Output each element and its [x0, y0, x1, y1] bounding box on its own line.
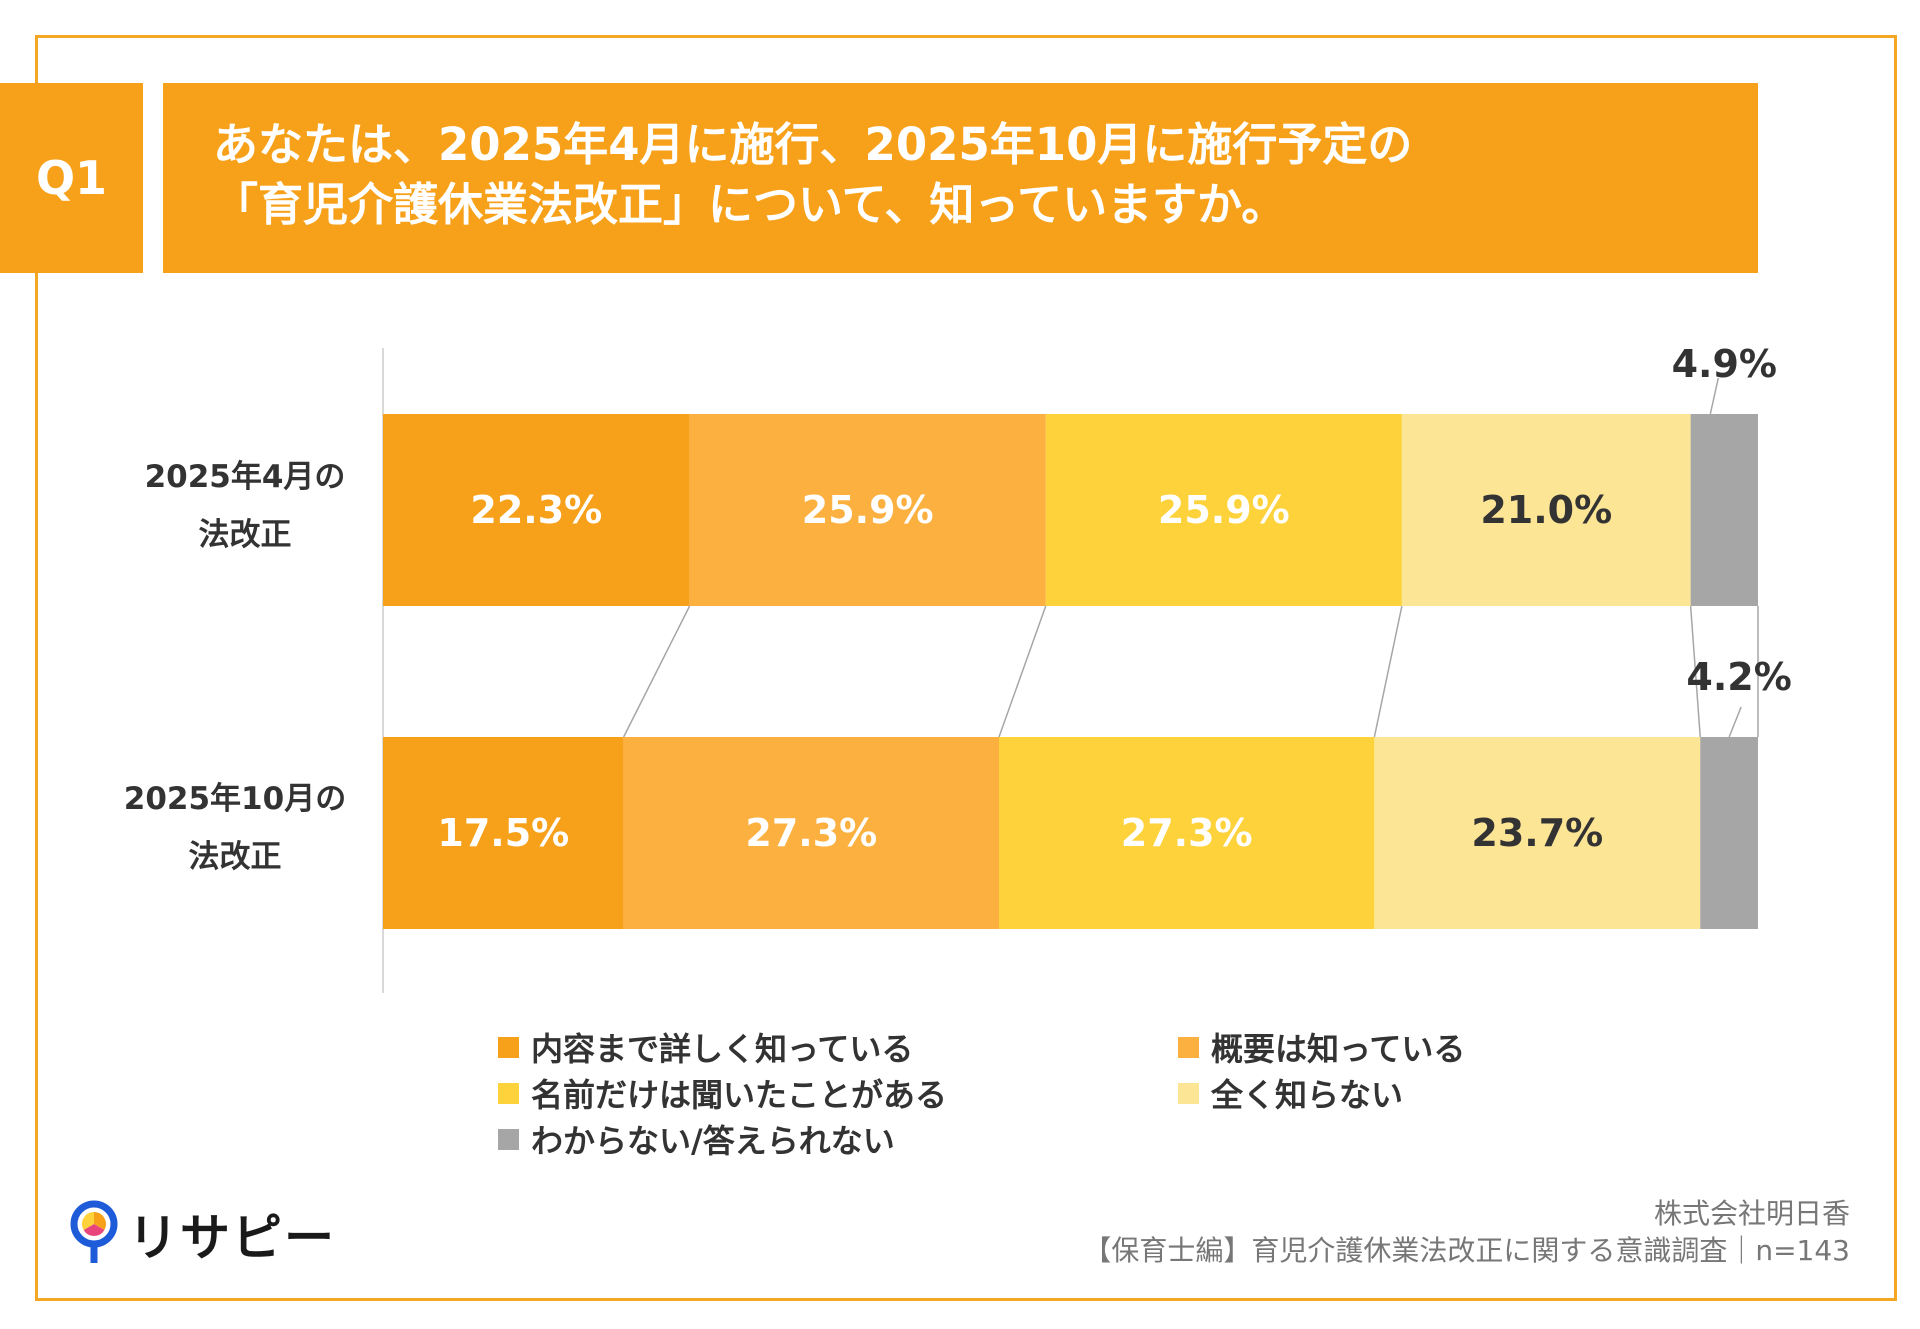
footer-source: 【保育士編】育児介護休業法改正に関する意識調査｜n=143 — [1083, 1234, 1850, 1267]
legend-swatch-3 — [1178, 1082, 1199, 1104]
question-title: あなたは、2025年4月に施行、2025年10月に施行予定の 「育児介護休業法改… — [163, 83, 1758, 273]
bar-segment-1-4 — [1700, 737, 1758, 929]
data-label-0-0: 22.3% — [470, 488, 602, 532]
category-label-1-line1: 2025年10月の — [123, 781, 347, 817]
category-label-0-line1: 2025年4月の — [144, 459, 346, 495]
chart-frame — [35, 35, 1897, 1301]
data-label-1-4: 4.2% — [1686, 655, 1791, 699]
footer-company: 株式会社明日香 — [1653, 1197, 1850, 1230]
legend-label-1: 概要は知っている — [1211, 1030, 1466, 1068]
data-label-0-3: 21.0% — [1480, 488, 1612, 532]
brand-logo: リサピー — [70, 1198, 336, 1270]
series-connector-line-3 — [1373, 605, 1403, 738]
chart-legend: 内容まで詳しく知っている 概要は知っている 名前だけは聞いたことがある 全く知ら… — [498, 1018, 1598, 1160]
data-label-1-2: 27.3% — [1121, 811, 1253, 855]
legend-item-2: 名前だけは聞いたことがある — [498, 1070, 947, 1116]
question-title-line1: あなたは、2025年4月に施行、2025年10月に施行予定の — [213, 118, 1413, 171]
legend-swatch-4 — [498, 1128, 519, 1150]
data-label-0-2: 25.9% — [1158, 488, 1290, 532]
legend-item-0: 内容まで詳しく知っている — [498, 1024, 913, 1070]
category-label-0: 2025年4月の 法改正 — [120, 448, 370, 564]
legend-label-0: 内容まで詳しく知っている — [531, 1030, 914, 1068]
bar-segment-1-2 — [999, 737, 1375, 929]
bar-segment-0-0 — [383, 414, 690, 606]
data-label-1-1: 27.3% — [745, 811, 877, 855]
legend-swatch-1 — [1178, 1036, 1199, 1058]
bar-segment-0-2 — [1045, 414, 1402, 606]
question-title-line2: 「育児介護休業法改正」について、知っていますか。 — [213, 178, 1287, 231]
leader-line-1 — [1728, 706, 1742, 738]
bar-segment-1-3 — [1374, 737, 1701, 929]
legend-swatch-2 — [498, 1082, 519, 1104]
category-label-1: 2025年10月の 法改正 — [110, 770, 360, 886]
series-connector-line-4 — [1689, 605, 1701, 738]
series-connector-line-1 — [622, 605, 691, 738]
leader-line-0 — [1709, 377, 1720, 415]
logo-text: リサピー — [128, 1209, 336, 1267]
series-connector-line-2 — [998, 605, 1047, 738]
bar-segment-0-3 — [1401, 414, 1691, 606]
legend-label-3: 全く知らない — [1211, 1076, 1404, 1114]
legend-item-1: 概要は知っている — [1178, 1024, 1465, 1070]
data-label-1-3: 23.7% — [1471, 811, 1603, 855]
legend-swatch-0 — [498, 1036, 519, 1058]
question-badge: Q1 — [0, 83, 143, 273]
location-pin-icon — [70, 1200, 118, 1263]
bar-segment-0-4 — [1690, 414, 1758, 606]
category-label-0-line2: 法改正 — [198, 517, 292, 553]
data-label-1-0: 17.5% — [437, 811, 569, 855]
bar-segment-0-1 — [689, 414, 1046, 606]
bar-segment-1-1 — [623, 737, 999, 929]
data-label-0-1: 25.9% — [802, 488, 934, 532]
category-label-1-line2: 法改正 — [188, 839, 282, 875]
legend-label-4: わからない/答えられない — [531, 1122, 895, 1160]
data-label-0-4: 4.9% — [1672, 342, 1777, 386]
bar-segment-1-0 — [383, 737, 624, 929]
legend-item-4: わからない/答えられない — [498, 1116, 895, 1162]
legend-item-3: 全く知らない — [1178, 1070, 1403, 1116]
legend-label-2: 名前だけは聞いたことがある — [531, 1076, 948, 1114]
